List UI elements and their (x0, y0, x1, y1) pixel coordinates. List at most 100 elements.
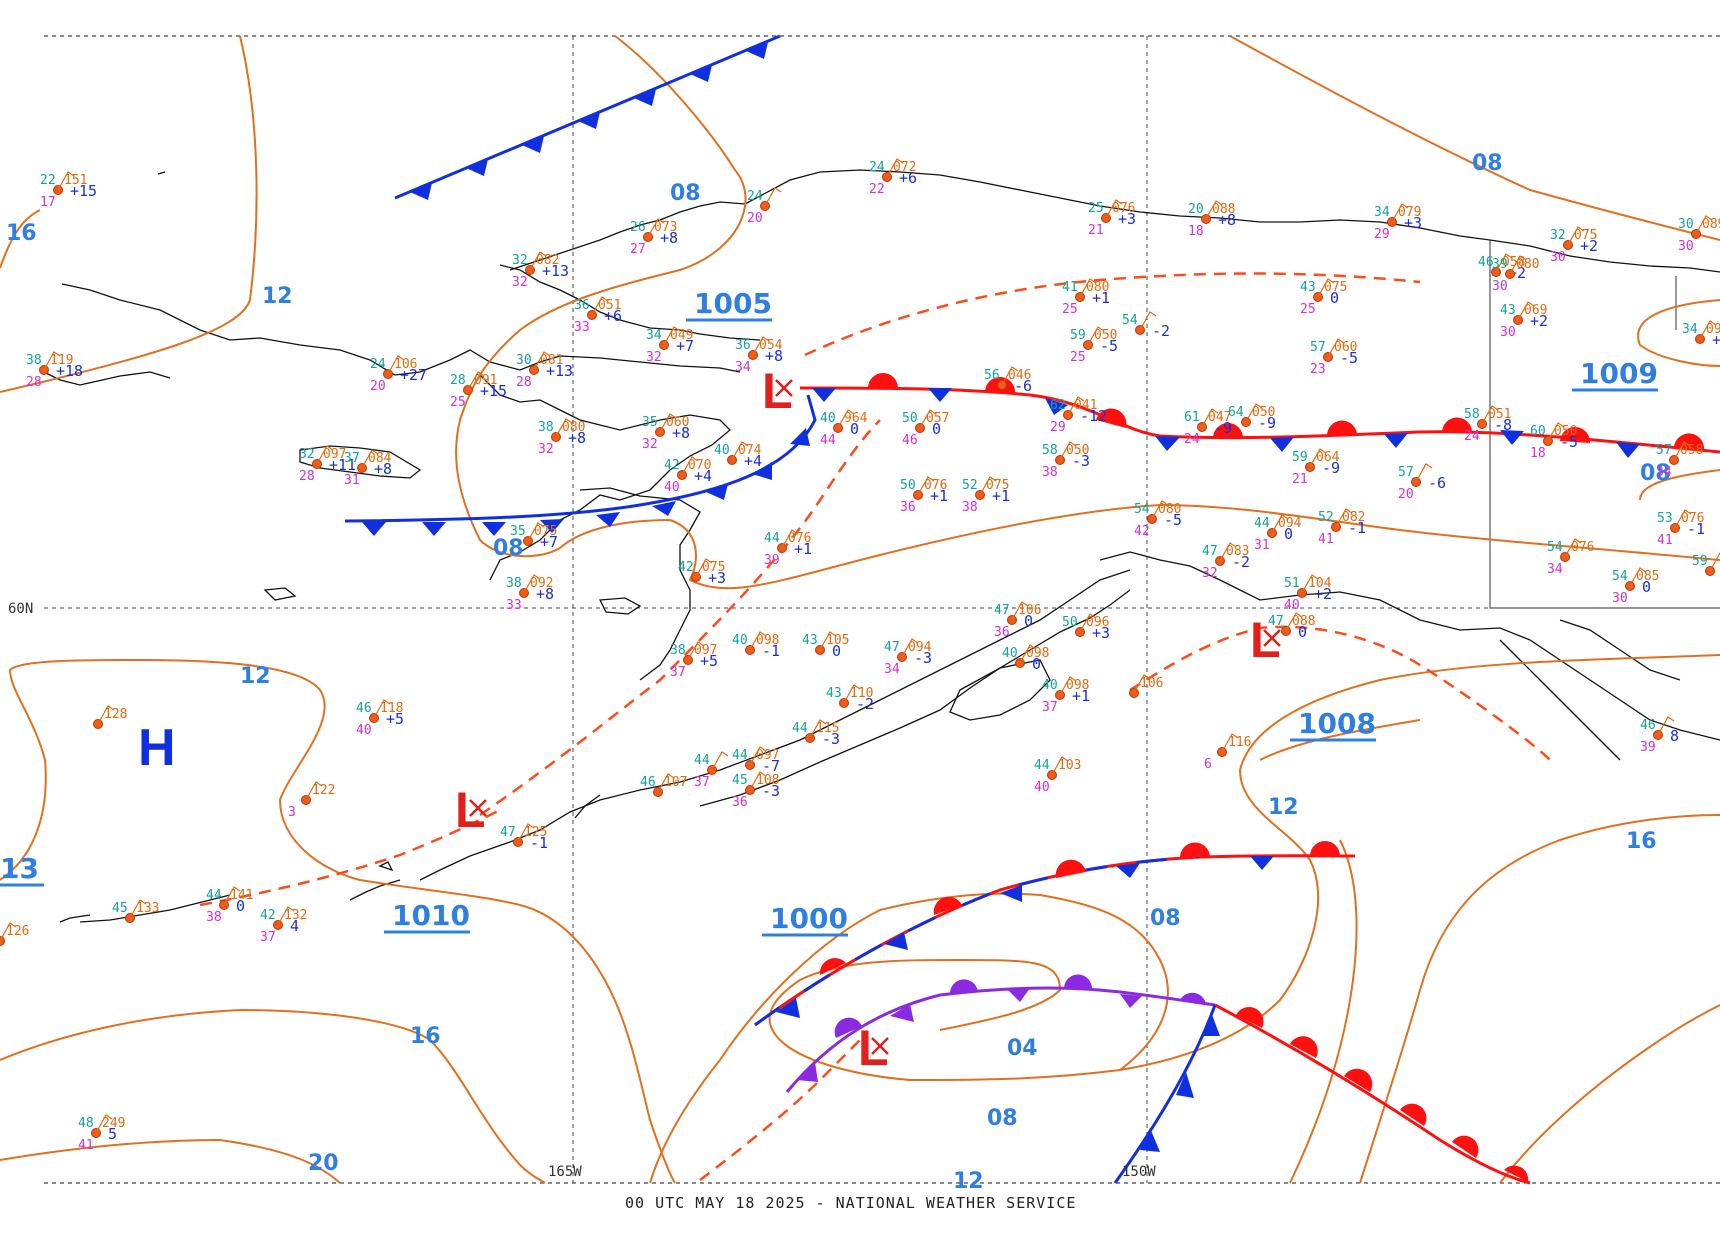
station-temperature: 36 (735, 338, 751, 353)
warm-front (1214, 1003, 1531, 1185)
wind-barb-icon (749, 771, 767, 791)
station-temperature: 58 (1042, 443, 1058, 458)
station-pressure: 079 (1398, 205, 1421, 220)
station-temperature: 61 (1184, 410, 1200, 425)
graticule (44, 36, 1720, 1183)
station-pressure: 073 (654, 220, 677, 235)
station-pressure-tendency: -9 (1214, 419, 1232, 437)
station-dewpoint: 40 (664, 480, 680, 495)
wind-barb-icon (1699, 320, 1717, 340)
station-dewpoint: 30 (1550, 250, 1566, 265)
isobar-labels: 08 08 08 08 08 08 12 12 12 12 16 16 16 2… (6, 151, 1671, 1194)
wind-barb-icon (1219, 542, 1237, 562)
low-pressure-icon: L (455, 782, 487, 838)
station-dewpoint: 37 (694, 775, 710, 790)
low-pressure-icon: L (858, 1020, 889, 1076)
station-pressure: 085 (1636, 569, 1659, 584)
station-temperature: 50 (902, 411, 918, 426)
station-pressure-tendency: -9 (1258, 414, 1276, 432)
station-pressure: 051 (1488, 407, 1511, 422)
wind-barb-icon (95, 1114, 113, 1134)
wind-barb-icon (1151, 500, 1169, 520)
station-dewpoint: 28 (299, 469, 315, 484)
wind-barb-icon (1564, 538, 1582, 558)
station-pressure-tendency: 0 (1642, 578, 1651, 596)
station-temperature: 47 (1202, 544, 1218, 559)
isobar-label: 16 (6, 221, 37, 246)
station-pressure: 108 (756, 773, 779, 788)
station-temperature: 37 (344, 451, 360, 466)
isobar-label: 16 (410, 1024, 441, 1049)
wind-barb-icon (1481, 405, 1499, 425)
svg-text:1010: 1010 (392, 899, 470, 932)
station-dewpoint: 44 (820, 433, 836, 448)
low-pressure-icon: L (1250, 612, 1281, 668)
station-pressure: 097 (756, 748, 779, 763)
station-pressure-tendency: +5 (386, 710, 404, 728)
grid-labels: 60N 165W 150W (8, 601, 1156, 1180)
station-pressure-tendency: +11 (329, 456, 356, 474)
wind-barb-icon (1547, 422, 1565, 442)
station-plot: 59 064 21 -9 (1292, 448, 1340, 487)
station-plot: 22 151 17 +15 (40, 171, 97, 210)
wind-barb-icon (695, 558, 713, 578)
station-pressure-tendency: -1 (1348, 519, 1366, 537)
station-plot: 36 051 33 +6 (574, 296, 622, 335)
station-pressure-tendency: 0 (1330, 289, 1339, 307)
wind-barb-icon (1019, 644, 1037, 664)
station-plot: 44 141 38 0 (206, 886, 253, 925)
wind-barb-icon (901, 638, 919, 658)
station-pressure-tendency: +3 (708, 569, 726, 587)
station-pressure: 089 (1702, 217, 1720, 232)
wind-barb-icon (657, 773, 675, 793)
wind-barb-icon (373, 699, 391, 719)
station-dewpoint: 40 (356, 723, 372, 738)
station-temperature: 39 (1492, 257, 1508, 272)
station-pressure-tendency: -8 (1494, 416, 1512, 434)
wind-barb-icon (1079, 278, 1097, 298)
station-plot: 126 (0, 922, 29, 946)
isobar-label: 08 (1472, 151, 1503, 176)
station-pressure: 106 (1140, 676, 1163, 691)
station-pressure: 050 (1252, 405, 1275, 420)
station-plot: 40 098-1 (732, 631, 780, 660)
station-pressure: 082 (536, 253, 559, 268)
station-pressure: 049 (670, 328, 693, 343)
station-pressure-tendency: -5 (1560, 433, 1578, 451)
central-pressure-label: 1008 (1290, 707, 1376, 742)
station-temperature: 36 (574, 298, 590, 313)
cold-front (394, 34, 781, 200)
isobar-label: 16 (1626, 829, 1657, 854)
station-dewpoint: 32 (512, 275, 528, 290)
station-dewpoint: 20 (747, 211, 763, 226)
station-pressure: 097 (323, 447, 346, 462)
wind-barb-icon (1245, 403, 1263, 423)
wind-barb-icon (843, 684, 861, 704)
station-temperature: 54 (1122, 313, 1138, 328)
station-temperature: 26 (630, 220, 646, 235)
wind-barb-icon (305, 781, 323, 801)
station-plot: 47 106 36 0 (994, 601, 1041, 640)
station-dewpoint: 41 (1657, 533, 1673, 548)
wind-barb-icon (1133, 674, 1151, 694)
station-pressure-tendency: +2 (1580, 237, 1598, 255)
central-pressure-label: 1000 (762, 902, 848, 937)
station-dewpoint: 42 (1134, 524, 1150, 539)
station-pressure: 076 (1681, 511, 1704, 526)
station-dewpoint: 34 (735, 360, 751, 375)
station-plot: 54 -2 (1122, 311, 1170, 340)
station-pressure-tendency: +1 (930, 487, 948, 505)
station-temperature: 44 (764, 531, 780, 546)
station-temperature: 46 (356, 701, 372, 716)
station-dewpoint: 34 (1547, 562, 1563, 577)
station-temperature: 64 (1228, 405, 1244, 420)
station-pressure-tendency: +1 (794, 540, 812, 558)
station-temperature: 43 (826, 686, 842, 701)
station-plot: 42 132 37 4 (260, 906, 307, 945)
station-temperature: 38 (26, 353, 42, 368)
station-pressure: 964 (844, 411, 868, 426)
station-pressure: 151 (64, 173, 87, 188)
station-pressure: 080 (1516, 257, 1539, 272)
wind-barb-icon (1327, 338, 1345, 358)
